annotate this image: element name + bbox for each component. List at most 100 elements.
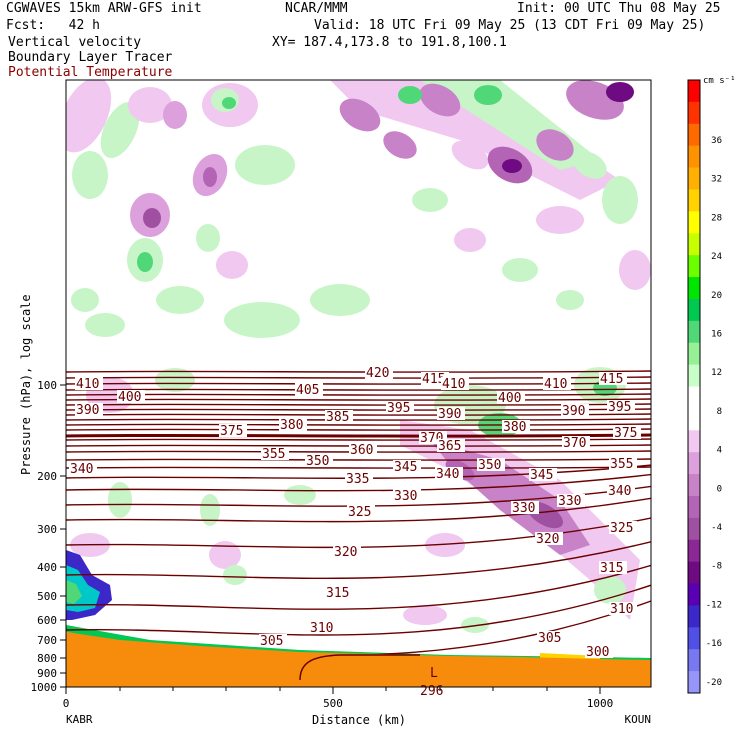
theta-contour-label: 365 [438, 439, 461, 454]
theta-contour-label: 395 [387, 401, 410, 416]
theta-contour-line [66, 444, 651, 447]
y-tick-label: 300 [37, 523, 57, 536]
colorbar-swatch [688, 474, 700, 497]
theta-contour-label: 320 [536, 532, 559, 547]
y-tick-label: 100 [37, 379, 57, 392]
theta-label-background [529, 468, 557, 481]
theta-contour-label: 420 [366, 366, 389, 381]
colorbar-label: -20 [706, 678, 722, 688]
theta-label-background [557, 494, 585, 507]
theta-contour-line [66, 423, 651, 426]
theta-label-background [613, 426, 641, 439]
colorbar-label: 0 [717, 484, 722, 494]
colorbar-swatch [688, 145, 700, 169]
theta-contour-label: 305 [538, 631, 561, 646]
theta-label-background [295, 383, 323, 396]
theta-label-background [117, 390, 145, 403]
theta-label-background [437, 439, 465, 452]
colorbar-label: -8 [711, 562, 722, 572]
theta-contour-label: 325 [610, 521, 633, 536]
theta-label-background [309, 621, 337, 634]
theta-label-background [279, 418, 307, 431]
theta-contour-line [66, 370, 651, 373]
low-pressure-marker: L [430, 666, 438, 681]
colorbar-swatch [688, 605, 700, 628]
theta-contour-line [66, 466, 651, 469]
y-axis: 100 200 300 400 500 600 700 800 900 1000… [19, 294, 66, 694]
theta-contour-label: 400 [498, 391, 521, 406]
theta-label-background [609, 521, 637, 534]
y-axis-title: Pressure (hPa), log scale [19, 294, 33, 475]
theta-contour-label: 390 [562, 404, 585, 419]
colorbar-swatch [688, 430, 700, 453]
x-axis: 0 500 1000 KABR KOUN Distance (km) [63, 687, 651, 727]
field-boundary-layer-tracer: Boundary Layer Tracer [8, 50, 173, 65]
theta-contour-label: 330 [558, 494, 581, 509]
theta-contour-label: 350 [306, 454, 329, 469]
theta-contour-label: 310 [310, 621, 333, 636]
theta-contour-label: 305 [260, 634, 283, 649]
theta-contour-label: 355 [610, 457, 633, 472]
field-potential-temperature: Potential Temperature [8, 65, 173, 80]
colorbar-swatch [688, 364, 700, 387]
theta-contour-label: 405 [296, 383, 319, 398]
theta-label-background [502, 420, 530, 433]
theta-label-background [609, 602, 637, 615]
y-tick-label: 900 [37, 667, 57, 680]
colorbar-swatch [688, 583, 700, 606]
theta-contour-line [66, 464, 651, 480]
theta-label-background [69, 462, 97, 475]
x-tick-label: 500 [323, 697, 343, 710]
theta-label-background [386, 401, 414, 414]
theta-label-background [607, 400, 635, 413]
theta-label-background [75, 403, 103, 416]
theta-label-background [607, 484, 635, 497]
theta-label-background [477, 458, 505, 471]
left-station-label: KABR [66, 713, 93, 726]
colorbar-label: 20 [711, 291, 722, 301]
colorbar-label: 28 [711, 213, 722, 223]
y-tick-label: 200 [37, 470, 57, 483]
theta-contour-line [66, 541, 651, 580]
theta-label-background [562, 436, 590, 449]
theta-contour-label: 340 [608, 484, 631, 499]
theta-label-background [219, 424, 247, 437]
theta-label-background [305, 454, 333, 467]
y-tick-label: 400 [37, 561, 57, 574]
y-tick-label: 500 [37, 590, 57, 603]
theta-contour-line [66, 450, 651, 453]
colorbar-label: -4 [711, 523, 722, 533]
field-vertical-velocity: Vertical velocity [8, 35, 142, 50]
y-tick-label: 600 [37, 614, 57, 627]
x-tick-label: 0 [63, 697, 70, 710]
terrain-fill [66, 632, 651, 687]
theta-contour-label: 395 [608, 400, 631, 415]
theta-contour-label: 415 [422, 372, 445, 387]
x-axis-title: Distance (km) [312, 713, 406, 727]
colorbar-swatch [688, 167, 700, 190]
theta-label-background [511, 501, 539, 514]
colorbar-swatch [688, 342, 700, 366]
theta-label-background [325, 410, 353, 423]
init-time: Init: 00 UTC Thu 08 May 25 [517, 1, 721, 16]
theta-contour-label: 300 [586, 645, 609, 660]
theta-label-background [543, 377, 571, 390]
colorbar-label: 24 [711, 252, 722, 262]
theta-contour-line [66, 408, 651, 411]
colorbar-frame [687, 79, 701, 694]
valid-time: Valid: 18 UTC Fri 09 May 25 (13 CDT Fri … [314, 18, 706, 33]
cross-section-coords: XY= 187.4,173.8 to 191.8,100.1 [272, 35, 507, 50]
theta-contour-label: 370 [563, 436, 586, 451]
theta-contour-label: 375 [614, 426, 637, 441]
colorbar-swatch [688, 277, 700, 300]
theta-contour-line [66, 584, 651, 636]
theta-contour-label: 330 [512, 501, 535, 516]
colorbar-label: -16 [706, 639, 722, 649]
colorbar-swatch [688, 649, 700, 672]
theta-label-background [75, 377, 103, 390]
theta-contour-line [66, 564, 651, 610]
theta-contour-label: 335 [346, 472, 369, 487]
theta-contour-label: 390 [438, 407, 461, 422]
theta-contour-label: 330 [394, 489, 417, 504]
